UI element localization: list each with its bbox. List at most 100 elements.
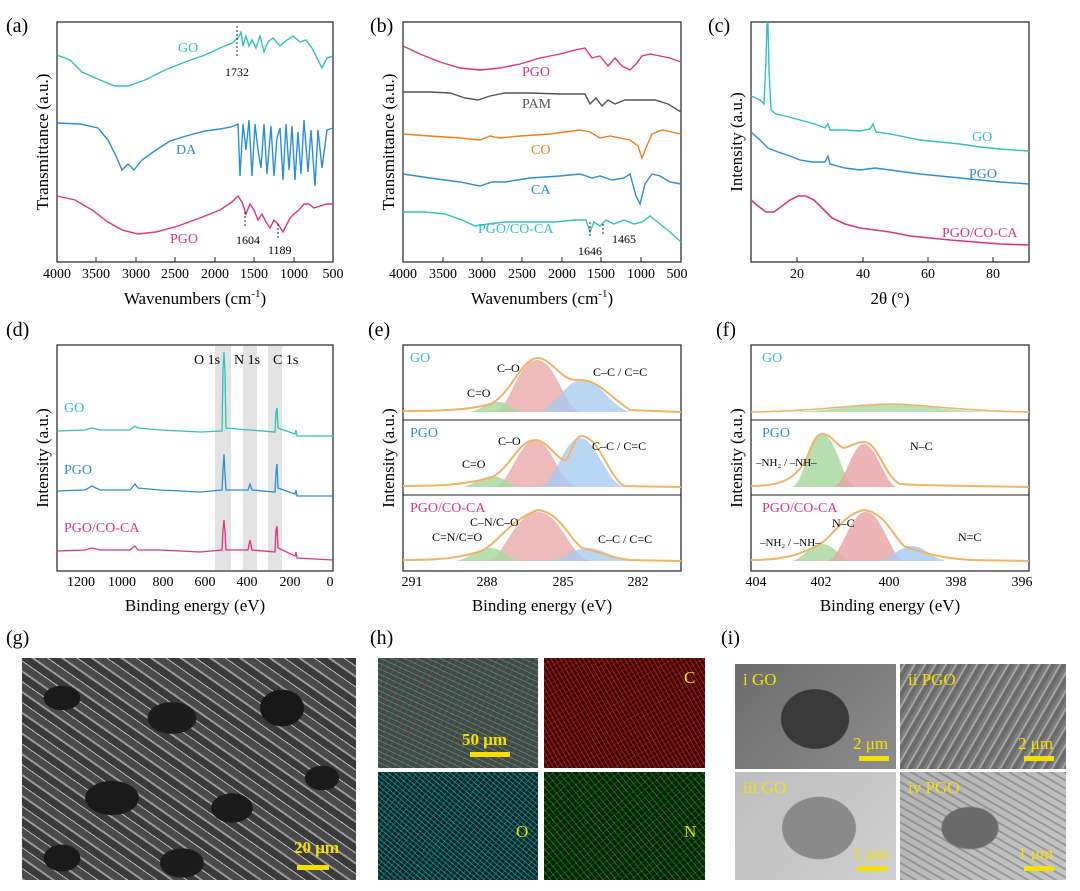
panel-f: (f) GO PGO –NH₂ / –NH– N–C PGO/CO-CA –NH… xyxy=(716,319,1033,615)
series-label-c-GO: GO xyxy=(972,130,992,145)
annot-label-a-1732: 1732 xyxy=(225,65,249,79)
series-label-d-PGO: PGO xyxy=(64,463,92,478)
fit-peak-e-coca-ceqn xyxy=(456,548,520,561)
panel-label-d: (d) xyxy=(6,319,29,341)
micrograph-ii-pgo-sem: ii PGO 2 μm xyxy=(900,664,1066,769)
fit-peak-e-coca-cc xyxy=(550,548,628,561)
peak-band-O1s xyxy=(519,346,520,347)
series-label-d-GO: GO xyxy=(64,401,84,416)
y-axis-label-c: Intensity (a.u.) xyxy=(727,92,746,192)
panel-label-g: (g) xyxy=(6,627,29,649)
panel-label-b: (b) xyxy=(370,15,393,37)
scale-bar-h xyxy=(470,752,510,757)
plot-frame-f xyxy=(750,344,1030,572)
tick-label: 80 xyxy=(986,267,1000,282)
tick-label: 800 xyxy=(153,575,174,590)
series-line-d-GO xyxy=(56,351,333,437)
x-axis-label-b: Wavenumbers (cm-1) xyxy=(471,288,613,308)
element-label-C: C xyxy=(684,668,696,687)
plot-frame-b xyxy=(402,21,682,263)
y-axis-label-e: Intensity (a.u.) xyxy=(379,408,398,508)
subpanel-label-f-GO: GO xyxy=(762,351,782,366)
series-label-b-PAM: PAM xyxy=(522,97,552,112)
fit-envelope-f-pgo xyxy=(750,432,1030,488)
series-line-c-PGO-CO-CA xyxy=(750,195,1030,246)
annot-label-b-1646: 1646 xyxy=(578,244,602,258)
y-axis-label-f: Intensity (a.u.) xyxy=(727,408,746,508)
tick-label: 288 xyxy=(477,575,498,590)
tick-label: 200 xyxy=(280,575,301,590)
plot-frame-e xyxy=(402,344,682,572)
peak-tag-f-coca-neqc: N=C xyxy=(958,530,981,544)
x-axis-label-e: Binding energy (eV) xyxy=(472,596,612,615)
scale-label-i1: 2 μm xyxy=(853,734,889,753)
plot-frame-a xyxy=(56,21,334,263)
tick-label: 2000 xyxy=(201,267,229,282)
peak-tag-e-pgo-co: C–O xyxy=(498,434,521,448)
subpanel-label-e-PGO: PGO xyxy=(410,426,438,441)
tick-label: 500 xyxy=(667,267,688,282)
panel-c: (c) GO PGO PGO/CO-CA 20 40 60 80 2θ (°) … xyxy=(708,15,1030,308)
tick-label: 1000 xyxy=(108,575,136,590)
fit-envelope-f-coca xyxy=(750,508,1030,562)
x-axis-label-d: Binding energy (eV) xyxy=(125,596,265,615)
peak-tag-e-go-co: C–O xyxy=(497,361,520,375)
eds-map-composite: 50 μm xyxy=(378,658,538,768)
panel-label-c: (c) xyxy=(708,15,730,37)
tick-label: 4000 xyxy=(389,267,417,282)
subpanel-label-e-GO: GO xyxy=(410,351,430,366)
tick-label: 4000 xyxy=(43,267,71,282)
series-label-b-CA: CA xyxy=(531,183,551,198)
y-axis-label-d: Intensity (a.u.) xyxy=(33,408,52,508)
peak-label-N1s: N 1s xyxy=(234,353,260,368)
fit-peak-f-go xyxy=(790,404,990,412)
fit-peak-f-coca-neqc xyxy=(880,546,946,561)
eds-map-nitrogen: N xyxy=(544,772,705,880)
image-label-ii-pgo: ii PGO xyxy=(908,670,956,689)
peak-tag-f-pgo-nc: N–C xyxy=(910,439,933,453)
x-axis-label-a: Wavenumbers (cm-1) xyxy=(124,288,266,308)
tick-label: 402 xyxy=(811,575,832,590)
panel-label-a: (a) xyxy=(6,15,28,37)
tick-label: 1200 xyxy=(67,575,95,590)
tick-label: 396 xyxy=(1012,575,1033,590)
tick-label: 1000 xyxy=(280,267,308,282)
peak-tag-e-go-cc: C–C / C=C xyxy=(593,365,647,379)
fit-peak-f-pgo-nc xyxy=(834,444,896,487)
image-label-iii-go: iii GO xyxy=(743,778,786,797)
tick-label: 500 xyxy=(323,267,344,282)
fit-envelope-e-go xyxy=(402,356,682,413)
series-label-b-PGO: PGO xyxy=(522,65,550,80)
tick-label: 3000 xyxy=(122,267,150,282)
panel-label-i: (i) xyxy=(721,627,740,649)
eds-map-oxygen: O xyxy=(378,772,538,880)
peak-tag-e-coca-ceqn: C=N/C=O xyxy=(432,530,483,544)
scale-bar-i2 xyxy=(1024,756,1054,761)
series-label-d-PGO-CO-CA: PGO/CO-CA xyxy=(64,521,140,536)
panel-a: (a) GO DA PGO 1732 1604 1189 4000 3500 3… xyxy=(6,15,344,308)
micrograph-i-go-sem: i GO 2 μm xyxy=(735,664,896,769)
tick-label: 400 xyxy=(237,575,258,590)
peak-label-C1s: C 1s xyxy=(273,353,298,368)
fit-peak-e-go-ceqo xyxy=(470,402,524,412)
tick-label: 2000 xyxy=(548,267,576,282)
tick-label: 3500 xyxy=(429,267,457,282)
annot-label-a-1189: 1189 xyxy=(268,243,292,257)
peak-tag-e-coca-cc: C–C / C=C xyxy=(598,532,652,546)
series-line-b-PGO xyxy=(402,45,682,71)
tick-label: 20 xyxy=(790,267,804,282)
series-line-c-PGO xyxy=(750,131,1030,185)
scale-bar-i4 xyxy=(1024,866,1054,871)
image-label-iv-pgo: iv PGO xyxy=(908,778,960,797)
fit-peak-e-go-cc xyxy=(540,380,630,412)
fit-peak-e-pgo-cc xyxy=(540,438,624,487)
peak-tag-f-pgo-nh: –NH₂ / –NH– xyxy=(755,457,817,469)
peak-band-o xyxy=(215,346,231,570)
tick-label: 1500 xyxy=(240,267,268,282)
peak-band-n xyxy=(243,346,257,570)
series-line-d-PGO xyxy=(56,453,333,497)
tick-label: 40 xyxy=(856,267,870,282)
scale-label-i4: 1 μm xyxy=(1018,844,1054,863)
series-label-a-DA: DA xyxy=(176,143,197,158)
